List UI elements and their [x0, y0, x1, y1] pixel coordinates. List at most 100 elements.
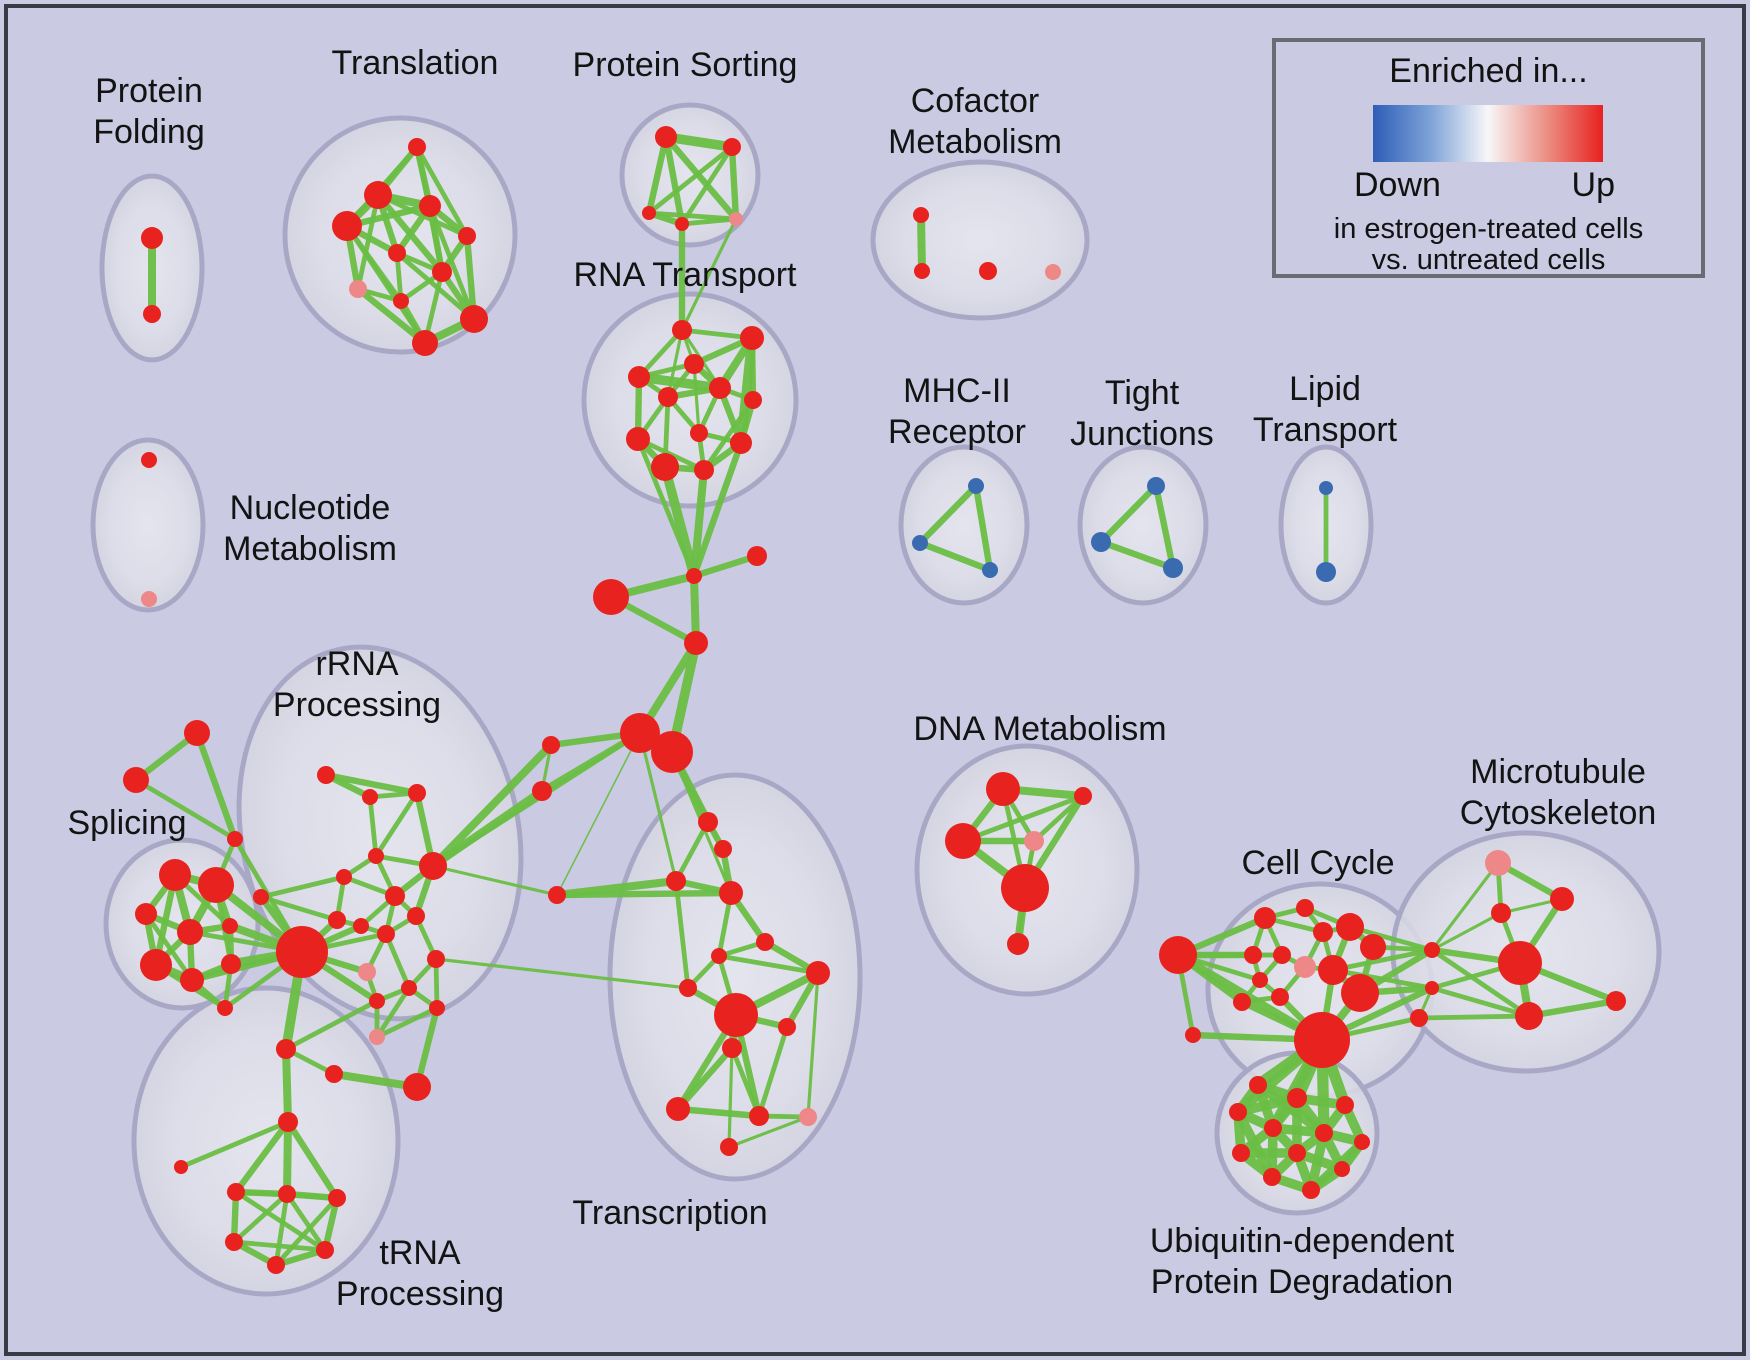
network-node-m4: [1498, 941, 1542, 985]
legend-title: Enriched in...: [1389, 52, 1588, 90]
network-node-n5: [419, 852, 447, 880]
network-node-cc8: [1294, 956, 1316, 978]
network-node-tt12: [749, 1106, 769, 1126]
network-node-n6: [253, 889, 269, 905]
cluster-label-nucleotide-metabolism-line1: Nucleotide: [230, 489, 391, 527]
network-edge: [355, 192, 381, 292]
network-node-r0: [672, 320, 692, 340]
network-edge: [284, 1118, 341, 1202]
network-edge: [1097, 538, 1177, 572]
network-edge: [729, 1045, 762, 1119]
legend-down-label: Down: [1354, 166, 1441, 204]
network-edge: [690, 439, 745, 580]
network-node-s1: [198, 867, 234, 903]
network-edge: [701, 397, 756, 473]
network-edge: [679, 216, 739, 227]
network-node-l2: [532, 781, 552, 801]
network-node-tj0: [1147, 477, 1165, 495]
network-node-cc1: [1254, 907, 1276, 929]
network-node-m7: [1606, 991, 1626, 1011]
legend-caption-line2: vs. untreated cells: [1371, 244, 1606, 276]
network-node-s6: [180, 968, 204, 992]
network-edge: [434, 957, 690, 990]
network-node-n9: [353, 918, 369, 934]
network-node-c1: [593, 579, 629, 615]
network-edge: [284, 1191, 328, 1253]
network-edge: [679, 144, 735, 227]
network-node-tt0: [698, 812, 718, 832]
network-edge: [756, 1024, 790, 1119]
network-edge: [728, 143, 740, 223]
network-node-n2: [408, 784, 426, 802]
network-node-d2: [945, 823, 981, 859]
network-node-r11: [694, 460, 714, 480]
network-edge: [330, 1070, 421, 1091]
cluster-label-cofactor-metabolism-line2: Metabolism: [888, 123, 1062, 161]
network-node-n18: [369, 1029, 385, 1045]
network-node-cf0: [913, 207, 929, 223]
network-node-ub4: [1264, 1119, 1282, 1137]
legend-axis-labels: Down Up: [1354, 166, 1615, 205]
network-node-n4: [336, 869, 352, 885]
network-node-ub9: [1263, 1168, 1281, 1186]
network-node-tt8: [714, 993, 758, 1037]
network-edge: [673, 819, 711, 884]
network-edge: [383, 931, 412, 991]
network-node-s5: [140, 949, 172, 981]
network-edge: [673, 878, 691, 991]
network-edge: [1097, 482, 1160, 546]
cluster-label-lipid-transport-line2: Transport: [1253, 411, 1398, 449]
network-node-n13: [427, 950, 445, 968]
cluster-label-cell-cycle-line1: Cell Cycle: [1241, 844, 1394, 882]
network-node-j0: [686, 568, 702, 584]
cluster-ellipse-tight-junctions: [1077, 444, 1209, 606]
network-node-r5: [658, 387, 678, 407]
network-edge: [258, 894, 340, 923]
cluster-label-rrna-processing-line2: Processing: [273, 686, 441, 724]
network-node-cc15: [1185, 1027, 1201, 1043]
network-edge: [1429, 985, 1532, 1019]
network-edge: [634, 372, 725, 393]
network-node-ub3: [1229, 1103, 1247, 1121]
network-edge: [917, 211, 926, 275]
network-edge: [690, 466, 708, 580]
cluster-label-protein-folding-line1: Protein: [95, 72, 203, 110]
network-node-r6: [744, 391, 762, 409]
network-node-m8: [1410, 1009, 1428, 1027]
network-edge: [282, 1045, 292, 1126]
network-node-ub10: [1334, 1161, 1350, 1177]
network-node-pf0: [141, 227, 163, 249]
network-node-cc4: [1336, 913, 1364, 941]
network-node-cf3: [1045, 264, 1061, 280]
network-node-ub1: [1287, 1088, 1307, 1108]
network-node-r7: [690, 424, 708, 442]
network-node-ps3: [675, 217, 689, 231]
network-edge: [556, 732, 641, 896]
network-node-pf1: [143, 305, 161, 323]
network-node-ub8: [1288, 1144, 1306, 1162]
network-node-lp0: [1319, 481, 1333, 495]
network-edge: [661, 132, 737, 152]
network-node-tr1: [123, 767, 149, 793]
network-node-tr2: [227, 831, 243, 847]
network-node-ps1: [723, 138, 741, 156]
network-edge: [553, 889, 735, 899]
cluster-label-rna-transport-line1: RNA Transport: [574, 256, 798, 294]
legend-gradient-bar: [1373, 105, 1603, 162]
network-node-t4: [458, 227, 476, 245]
network-node-u5: [328, 1189, 346, 1207]
network-edge: [430, 730, 643, 869]
network-node-cc6: [1244, 946, 1262, 964]
network-node-tr0: [184, 720, 210, 746]
network-node-cf2: [979, 262, 997, 280]
cluster-label-trna-processing-line2: Processing: [336, 1275, 504, 1313]
cluster-label-ubiquitin-degradation-line2: Protein Degradation: [1151, 1263, 1453, 1301]
network-edge: [960, 793, 1086, 844]
network-node-ub6: [1354, 1134, 1370, 1150]
cluster-label-transcription-line1: Transcription: [572, 1194, 767, 1232]
network-edge: [662, 133, 740, 223]
network-edge: [133, 777, 238, 842]
network-edge: [674, 1044, 736, 1113]
network-node-t8: [393, 293, 409, 309]
